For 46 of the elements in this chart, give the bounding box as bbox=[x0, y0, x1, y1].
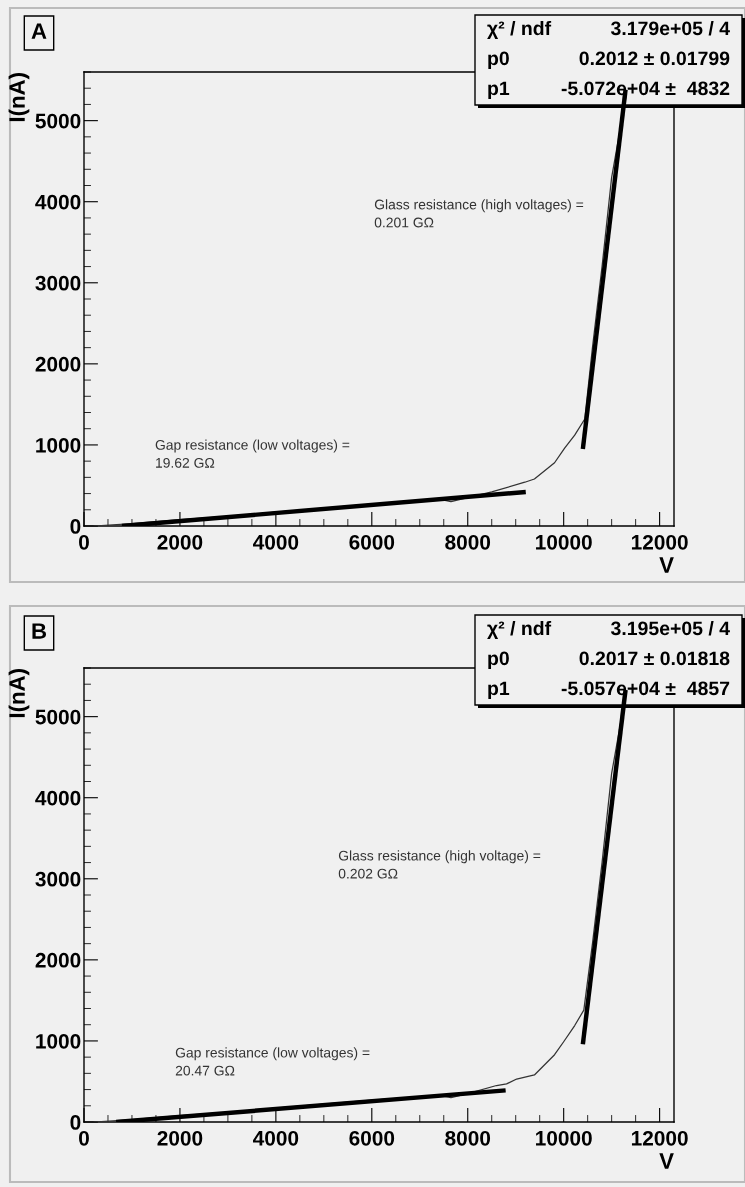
chart-title: A bbox=[31, 23, 47, 39]
x-tick-label: 4000 bbox=[253, 534, 299, 550]
text: p0 bbox=[488, 51, 509, 70]
x-tick-label: 4000 bbox=[253, 1130, 299, 1146]
annotation: -5.057e+04 ± 4857 bbox=[561, 681, 730, 696]
x-tick-label: 8000 bbox=[445, 534, 491, 550]
y-tick-label: 2000 bbox=[35, 356, 81, 372]
x-tick-label: 2000 bbox=[157, 1130, 203, 1146]
y-tick-label: 0 bbox=[70, 519, 81, 534]
y-tick-label: 0 bbox=[70, 1115, 81, 1130]
y-tick-label: 3000 bbox=[35, 871, 81, 887]
text: χ² / ndf bbox=[487, 20, 552, 40]
annotation: Glass resistance (high voltages) = 0.201 GΩ bbox=[374, 199, 584, 228]
annotation: p0 bbox=[488, 651, 509, 670]
y-tick-label: 4000 bbox=[35, 790, 81, 806]
text: χ² / ndf bbox=[487, 620, 552, 640]
y-tick-label: 5000 bbox=[35, 709, 81, 725]
annotation: -5.072e+04 ± 4832 bbox=[561, 81, 730, 96]
annotation: Gap resistance (low voltages) = 19.62 GΩ bbox=[155, 439, 350, 468]
x-tick-label: 8000 bbox=[445, 1130, 491, 1146]
y-tick-label: 3000 bbox=[35, 275, 81, 291]
text: 0.2012 ± 0.01799 bbox=[579, 51, 730, 66]
x-tick-label: 10000 bbox=[536, 534, 592, 550]
y-tick-label: 2000 bbox=[35, 952, 81, 968]
annotation: p1 bbox=[488, 681, 510, 700]
annotation: Gap resistance (low voltages) = 20.47 GΩ bbox=[175, 1047, 370, 1076]
x-tick-label: 2000 bbox=[157, 534, 203, 550]
x-tick-label: 12000 bbox=[631, 1130, 688, 1146]
x-tick-label: 10000 bbox=[536, 1130, 592, 1146]
text: 3.179e+05 / 4 bbox=[610, 20, 730, 36]
chart-title: B bbox=[32, 623, 47, 639]
y-tick-label: 4000 bbox=[35, 194, 81, 210]
y-tick-label: 1000 bbox=[36, 437, 81, 453]
y-axis-title: I(nA) bbox=[8, 73, 30, 122]
x-tick-label: 6000 bbox=[349, 534, 395, 550]
text: 0.2017 ± 0.01818 bbox=[579, 651, 730, 666]
x-tick-label: 12000 bbox=[631, 534, 688, 550]
y-tick-label: 5000 bbox=[35, 113, 81, 129]
text: 3.195e+05 / 4 bbox=[610, 620, 730, 636]
x-tick-label: 6000 bbox=[349, 1130, 395, 1146]
x-axis-title: V bbox=[659, 557, 674, 573]
y-axis-title: I(nA) bbox=[8, 669, 30, 718]
annotation: p1 bbox=[488, 81, 510, 100]
y-tick-label: 1000 bbox=[36, 1033, 81, 1049]
annotation: Glass resistance (high voltage) = 0.202 GΩ bbox=[338, 850, 541, 879]
x-axis-title: V bbox=[659, 1153, 674, 1169]
